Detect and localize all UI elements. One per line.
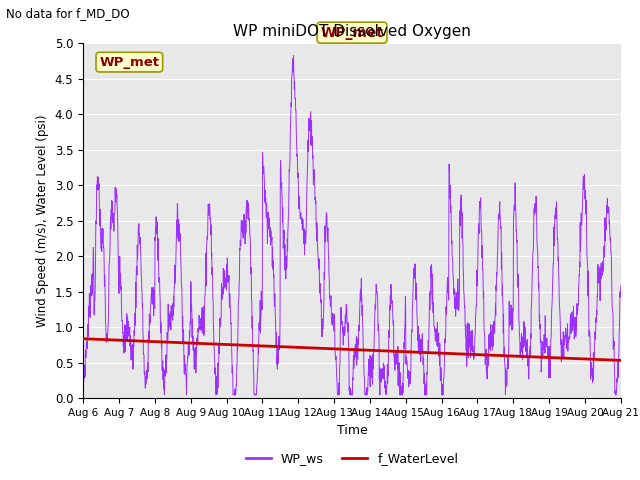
Title: WP miniDOT Dissolved Oxygen: WP miniDOT Dissolved Oxygen: [233, 24, 471, 39]
Y-axis label: Wind Speed (m/s), Water Level (psi): Wind Speed (m/s), Water Level (psi): [36, 115, 49, 327]
X-axis label: Time: Time: [337, 424, 367, 437]
Text: WP_met: WP_met: [321, 25, 383, 40]
Text: No data for f_MD_DO: No data for f_MD_DO: [6, 7, 130, 20]
Legend: WP_ws, f_WaterLevel: WP_ws, f_WaterLevel: [241, 447, 463, 470]
Text: WP_met: WP_met: [99, 56, 159, 69]
